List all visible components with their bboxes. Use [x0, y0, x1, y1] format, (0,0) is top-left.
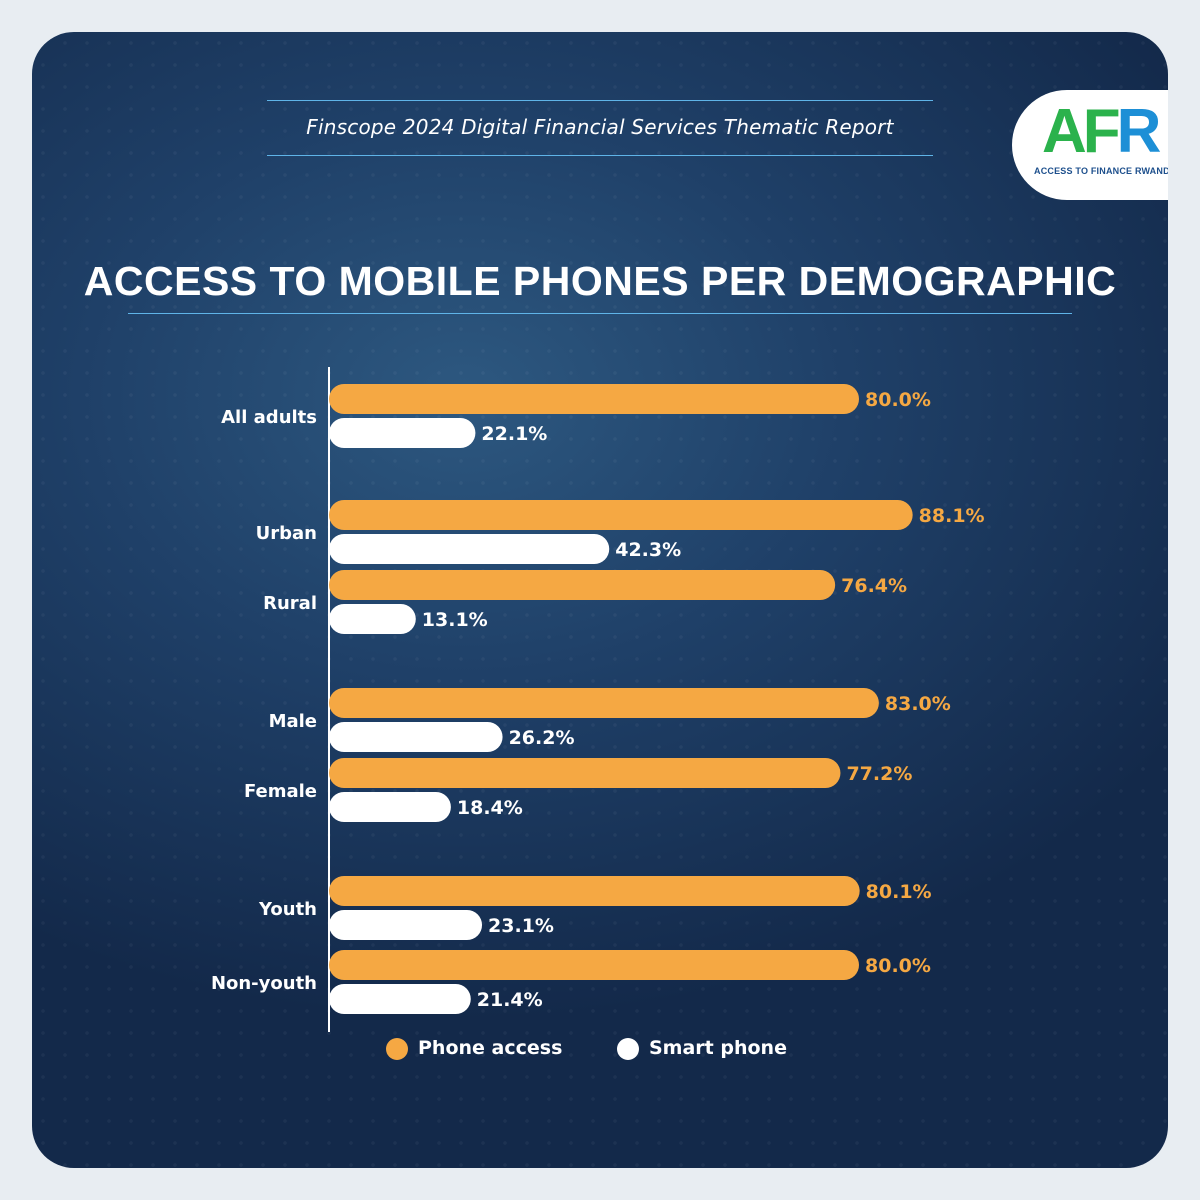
- smart-phone-bar: [329, 984, 471, 1014]
- category-label: Non-youth: [211, 973, 317, 994]
- report-title: Finscope 2024 Digital Financial Services…: [306, 115, 894, 139]
- report-title-box: Finscope 2024 Digital Financial Services…: [267, 100, 933, 156]
- afr-logo: AFR ACCESS TO FINANCE RWANDA: [1012, 90, 1168, 200]
- chart-title: ACCESS TO MOBILE PHONES PER DEMOGRAPHIC: [83, 258, 1117, 304]
- logo-wordmark: AFR: [1042, 97, 1161, 166]
- category-label: All adults: [221, 407, 317, 428]
- phone-access-bar: [329, 758, 841, 788]
- phone-access-value-label: 80.1%: [866, 881, 932, 903]
- smart-phone-bar: [329, 534, 610, 564]
- smart-phone-value-label: 21.4%: [477, 989, 543, 1011]
- legend-swatch: [617, 1038, 639, 1060]
- phone-access-bar: [329, 500, 913, 530]
- phone-access-bar: [329, 384, 859, 414]
- smart-phone-value-label: 22.1%: [481, 423, 547, 445]
- phone-access-bar: [329, 570, 836, 600]
- smart-phone-bar: [329, 418, 476, 448]
- bar-chart: All adults 80.0% 22.1% Urban 88.1% 42.3% Rural…: [211, 367, 985, 1032]
- legend-swatch: [386, 1038, 408, 1060]
- smart-phone-bar: [329, 604, 416, 634]
- phone-access-value-label: 76.4%: [841, 575, 907, 597]
- category-label: Male: [269, 711, 317, 732]
- infographic-card: Finscope 2024 Digital Financial Services…: [32, 32, 1168, 1168]
- smart-phone-value-label: 18.4%: [457, 797, 523, 819]
- legend-label: Phone access: [418, 1037, 563, 1059]
- smart-phone-value-label: 13.1%: [422, 609, 488, 631]
- phone-access-value-label: 80.0%: [865, 955, 931, 977]
- smart-phone-bar: [329, 792, 451, 822]
- logo-tagline: ACCESS TO FINANCE RWANDA: [1034, 166, 1168, 176]
- phone-access-bar: [329, 950, 859, 980]
- category-label: Female: [244, 781, 317, 802]
- legend-label: Smart phone: [649, 1037, 787, 1059]
- phone-access-bar: [329, 876, 860, 906]
- phone-access-value-label: 77.2%: [846, 763, 912, 785]
- smart-phone-value-label: 23.1%: [488, 915, 554, 937]
- category-label: Youth: [258, 899, 317, 920]
- smart-phone-value-label: 26.2%: [509, 727, 575, 749]
- smart-phone-value-label: 42.3%: [615, 539, 681, 561]
- phone-access-value-label: 88.1%: [919, 505, 985, 527]
- category-label: Urban: [256, 523, 317, 544]
- title-underline: [128, 313, 1072, 314]
- phone-access-bar: [329, 688, 879, 718]
- smart-phone-bar: [329, 722, 503, 752]
- smart-phone-bar: [329, 910, 483, 940]
- phone-access-value-label: 83.0%: [885, 693, 951, 715]
- category-label: Rural: [263, 593, 317, 614]
- phone-access-value-label: 80.0%: [865, 389, 931, 411]
